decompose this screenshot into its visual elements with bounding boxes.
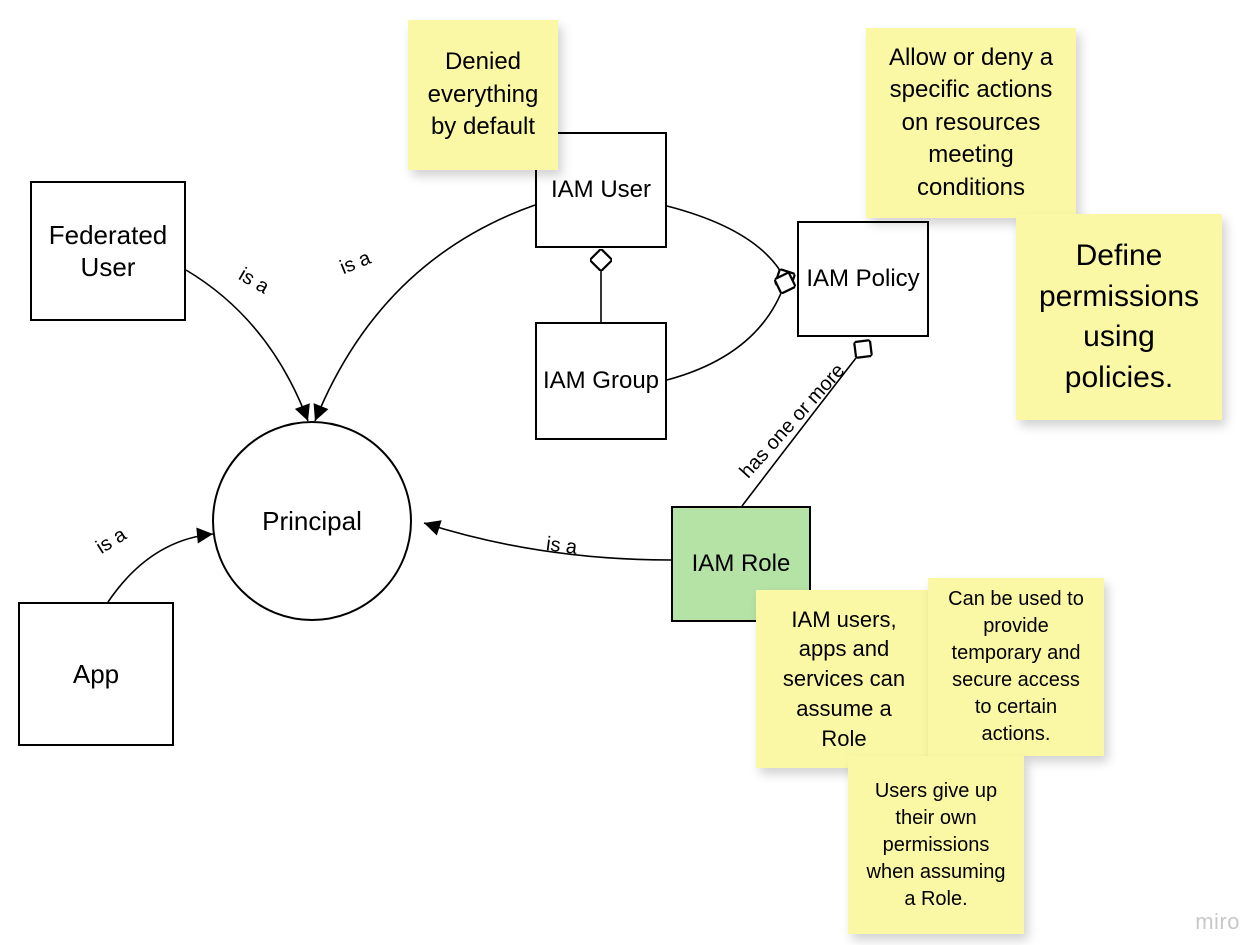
edge-label-fed-isa: is a bbox=[234, 264, 272, 299]
edge-label-user-isa: is a bbox=[337, 247, 374, 280]
edge-iamgroup-iampolicy bbox=[667, 283, 785, 380]
watermark-miro: miro bbox=[1195, 909, 1240, 935]
edge-label-role-isa: is a bbox=[545, 533, 579, 560]
sticky-text: Denied everything by default bbox=[424, 46, 542, 143]
edge-label-role-hasone: has one or more bbox=[736, 360, 851, 484]
node-label: IAM Role bbox=[692, 549, 791, 579]
node-app: App bbox=[18, 602, 174, 746]
node-iam-policy: IAM Policy bbox=[797, 221, 929, 337]
edge-federated-to-principal bbox=[186, 270, 308, 421]
sticky-define-permissions: Define permissions using policies. bbox=[1016, 214, 1222, 420]
node-label: IAM Group bbox=[543, 366, 659, 396]
node-label: Principal bbox=[262, 506, 362, 537]
node-principal: Principal bbox=[212, 421, 412, 621]
edge-iamuser-to-principal bbox=[315, 205, 535, 421]
node-iam-group: IAM Group bbox=[535, 322, 667, 440]
node-label: App bbox=[73, 658, 119, 691]
edge-label-app-isa: is a bbox=[92, 524, 131, 560]
sticky-text: Users give up their own permissions when… bbox=[864, 778, 1008, 913]
sticky-text: Define permissions using policies. bbox=[1032, 236, 1206, 398]
node-federated-user: Federated User bbox=[30, 181, 186, 321]
sticky-text: IAM users, apps and services can assume … bbox=[772, 605, 916, 753]
node-label: IAM User bbox=[551, 175, 651, 205]
node-label: Federated User bbox=[32, 219, 184, 284]
sticky-text: Can be used to provide temporary and sec… bbox=[944, 586, 1088, 748]
sticky-temporary-access: Can be used to provide temporary and sec… bbox=[928, 578, 1104, 756]
sticky-denied-default: Denied everything by default bbox=[408, 20, 558, 170]
sticky-allow-deny: Allow or deny a specific actions on reso… bbox=[866, 28, 1076, 218]
sticky-assume-role: IAM users, apps and services can assume … bbox=[756, 590, 932, 768]
edge-iamuser-iampolicy bbox=[667, 206, 785, 279]
sticky-giveup-permissions: Users give up their own permissions when… bbox=[848, 756, 1024, 934]
diagram-canvas: is a is a is a is a has one or more Fede… bbox=[0, 0, 1258, 945]
sticky-text: Allow or deny a specific actions on reso… bbox=[882, 42, 1060, 204]
node-label: IAM Policy bbox=[806, 264, 919, 294]
